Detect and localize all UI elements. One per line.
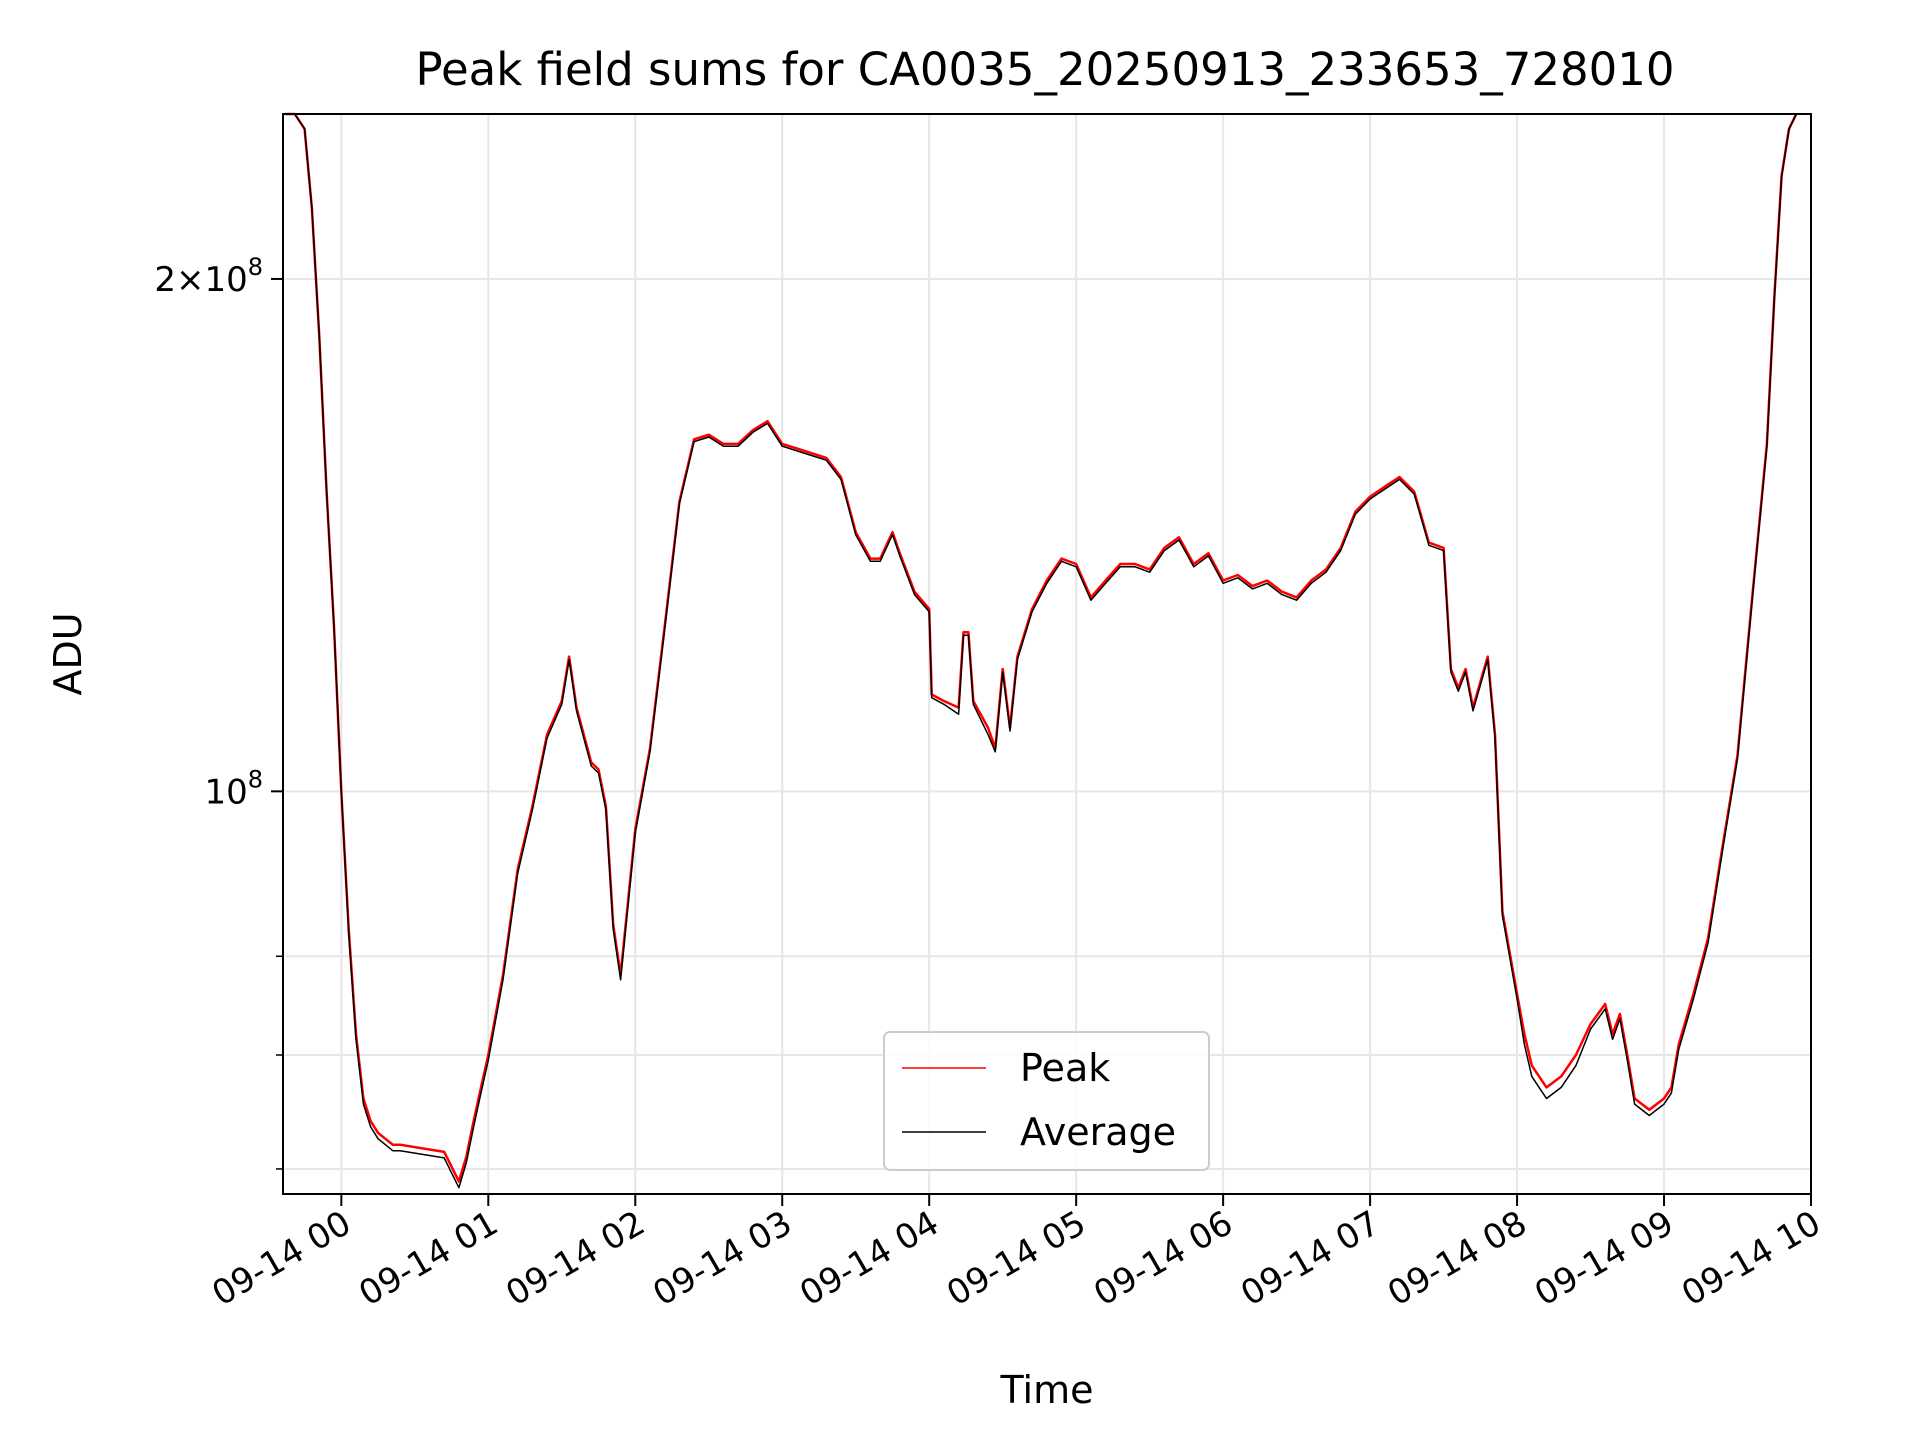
legend: Peak Average (883, 1031, 1210, 1171)
legend-label-peak: Peak (1020, 1046, 1110, 1090)
y-tick-label: 108 (204, 765, 263, 812)
legend-label-average: Average (1020, 1110, 1176, 1154)
plot-frame (282, 113, 1812, 1195)
y-tick-label: 2×108 (154, 253, 263, 300)
plot-lines (285, 112, 1798, 1189)
legend-box (883, 1031, 1210, 1171)
series-line-average (285, 113, 1797, 1189)
y-axis-label: ADU (46, 612, 90, 695)
x-axis-label: Time (1000, 1368, 1094, 1412)
chart-title: Peak field sums for CA0035_20250913_2336… (415, 43, 1674, 96)
y-axis-ticks: 2×108 108 (154, 253, 283, 1170)
